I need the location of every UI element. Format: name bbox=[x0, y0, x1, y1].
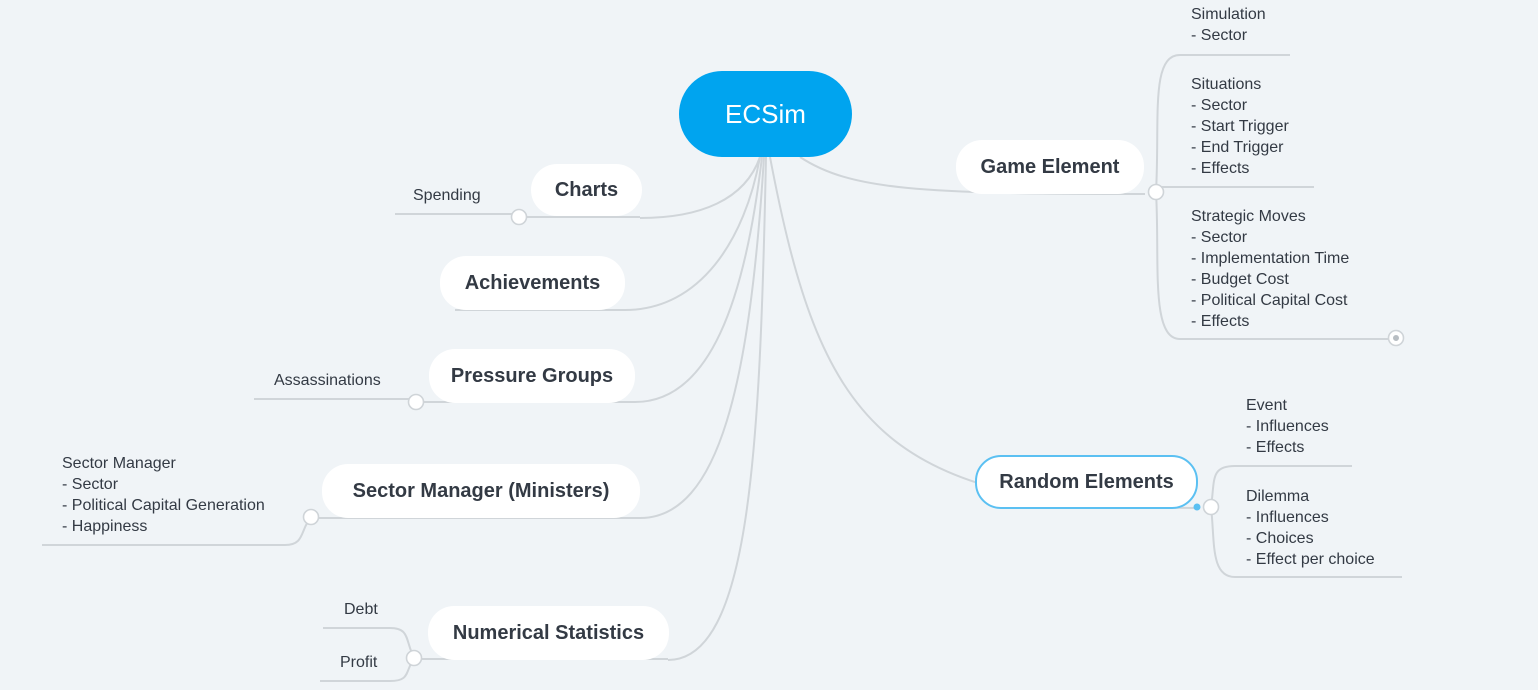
link-pressure-groups bbox=[634, 156, 763, 403]
subtopic-simulation[interactable]: Simulation - Sector bbox=[1191, 6, 1266, 44]
collapse-handle-pressure-groups[interactable] bbox=[407, 393, 425, 411]
topic-sector-manager[interactable]: Sector Manager (Ministers) bbox=[322, 464, 640, 518]
expand-dot-icon bbox=[1393, 335, 1399, 341]
link-event bbox=[1210, 465, 1352, 508]
collapse-handle-random-elements[interactable] bbox=[1202, 498, 1220, 516]
link-dilemma bbox=[1210, 506, 1402, 578]
central-topic[interactable]: ECSim bbox=[679, 71, 852, 157]
subtopic-sector-manager-detail[interactable]: Sector Manager - Sector - Political Capi… bbox=[62, 455, 265, 535]
topic-random-elements[interactable]: Random Elements bbox=[975, 455, 1198, 509]
subtopic-strategic-moves[interactable]: Strategic Moves - Sector - Implementatio… bbox=[1191, 208, 1350, 330]
link-numerical-statistics bbox=[667, 156, 767, 661]
collapse-handle-sector-manager[interactable] bbox=[302, 508, 320, 526]
link-simulation bbox=[1155, 54, 1290, 193]
topic-numerical-statistics[interactable]: Numerical Statistics bbox=[428, 606, 669, 660]
collapse-handle-game-element[interactable] bbox=[1147, 183, 1165, 201]
subtopic-spending[interactable]: Spending bbox=[413, 187, 481, 204]
selection-anchor-icon bbox=[1193, 503, 1201, 511]
subtopic-dilemma[interactable]: Dilemma - Influences - Choices - Effect … bbox=[1246, 488, 1375, 568]
subtopic-assassinations[interactable]: Assassinations bbox=[274, 372, 381, 389]
link-charts bbox=[639, 156, 761, 219]
subtopic-profit[interactable]: Profit bbox=[340, 654, 378, 671]
link-strategic-moves bbox=[1155, 191, 1395, 340]
topic-charts[interactable]: Charts bbox=[531, 164, 642, 216]
topic-game-element[interactable]: Game Element bbox=[956, 140, 1144, 194]
collapse-handle-charts[interactable] bbox=[510, 208, 528, 226]
subtopic-situations[interactable]: Situations - Sector - Start Trigger - En… bbox=[1191, 76, 1289, 177]
link-sector-manager bbox=[639, 156, 765, 519]
topic-achievements[interactable]: Achievements bbox=[440, 256, 625, 310]
collapse-handle-numerical-statistics[interactable] bbox=[405, 649, 423, 667]
subtopic-event[interactable]: Event - Influences - Effects bbox=[1246, 397, 1329, 456]
topic-pressure-groups[interactable]: Pressure Groups bbox=[429, 349, 635, 403]
subtopic-debt[interactable]: Debt bbox=[344, 601, 378, 618]
link-achievements bbox=[624, 156, 761, 311]
